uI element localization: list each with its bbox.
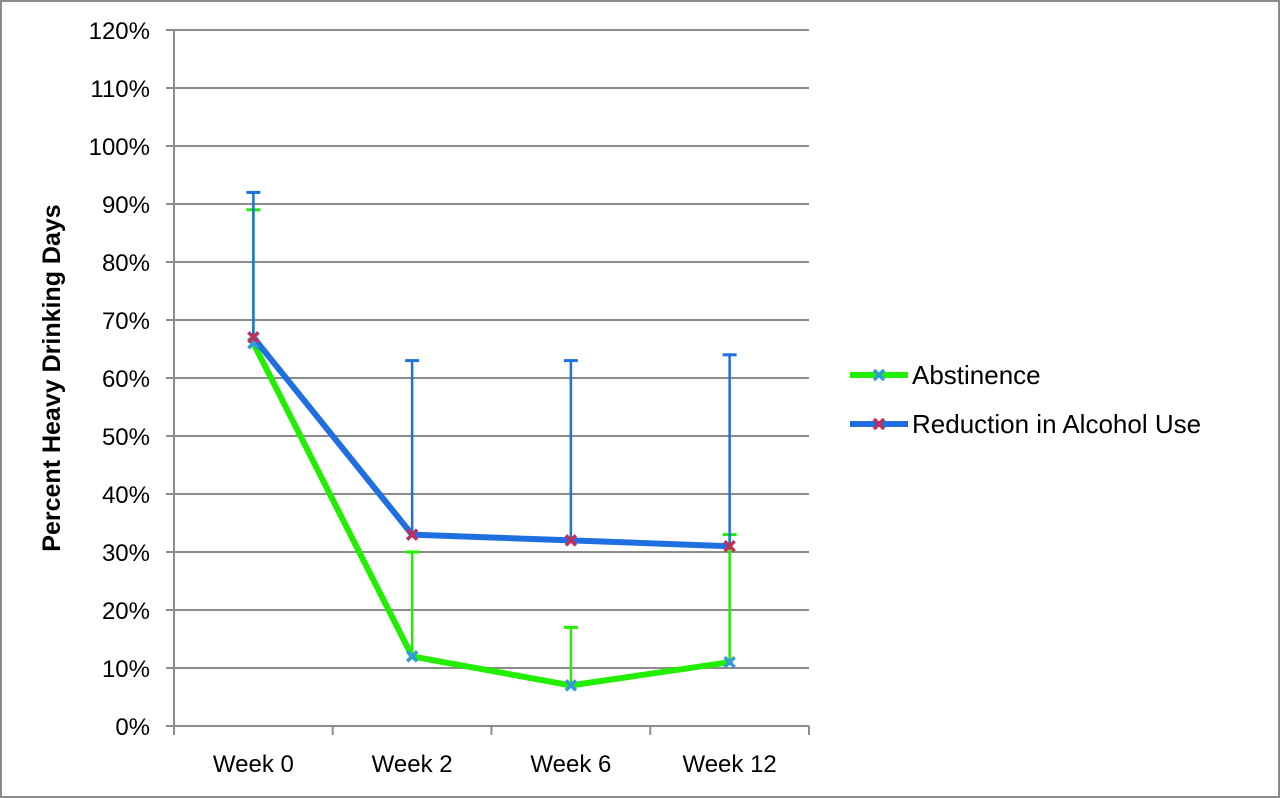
y-tick-label: 0% bbox=[115, 714, 150, 741]
y-tick-label: 20% bbox=[102, 598, 150, 625]
series-markers bbox=[247, 331, 736, 692]
legend-marker-abstinence bbox=[872, 368, 886, 382]
y-tick-label: 90% bbox=[102, 192, 150, 219]
marker-stroke bbox=[872, 417, 886, 431]
y-tick-label: 30% bbox=[102, 540, 150, 567]
x-tick-label: Week 6 bbox=[530, 751, 611, 778]
marker-stroke bbox=[564, 534, 578, 547]
y-tick-label: 50% bbox=[102, 424, 150, 451]
x-tick-label: Week 12 bbox=[682, 751, 776, 778]
series-line-abstinence bbox=[250, 340, 733, 689]
y-tick-labels: 0% 10% 20% 30% 40% 50% 60% 70% 80% 90% 100% 110% 120… bbox=[89, 18, 150, 741]
marker-stroke bbox=[564, 679, 578, 692]
y-tick-label: 80% bbox=[102, 250, 150, 277]
y-tick-label: 10% bbox=[102, 656, 150, 683]
marker-stroke bbox=[405, 528, 419, 541]
marker-stroke bbox=[723, 655, 736, 669]
series-line-reduction bbox=[250, 334, 733, 550]
marker-stroke bbox=[405, 650, 419, 663]
data-point-abstinence bbox=[405, 650, 419, 663]
marker-stroke bbox=[872, 368, 886, 382]
y-axis-label: Percent Heavy Drinking Days bbox=[38, 204, 66, 551]
data-point-abstinence bbox=[564, 679, 578, 692]
y-tick-label: 120% bbox=[89, 18, 150, 45]
data-point-abstinence bbox=[723, 655, 736, 669]
data-point-reduction bbox=[723, 539, 736, 553]
error-bars bbox=[246, 190, 737, 686]
marker-stroke bbox=[723, 539, 736, 553]
marker-stroke bbox=[247, 331, 260, 344]
y-tick-label: 40% bbox=[102, 482, 150, 509]
data-point-reduction bbox=[564, 534, 578, 547]
x-tick-label: Week 2 bbox=[372, 751, 453, 778]
y-tick-label: 70% bbox=[102, 308, 150, 335]
legend-marker-reduction bbox=[872, 417, 886, 431]
legend: Abstinence Reduction in Alcohol Use bbox=[850, 360, 1201, 439]
y-tick-label: 100% bbox=[89, 134, 150, 161]
x-tick-label: Week 0 bbox=[213, 751, 294, 778]
legend-label-reduction: Reduction in Alcohol Use bbox=[912, 409, 1201, 439]
series-lines bbox=[250, 334, 733, 689]
x-tick-labels: Week 0 Week 2 Week 6 Week 12 bbox=[213, 751, 777, 778]
data-point-reduction bbox=[247, 331, 260, 344]
legend-label-abstinence: Abstinence bbox=[912, 360, 1041, 390]
y-tick-label: 110% bbox=[90, 76, 150, 103]
axes bbox=[166, 29, 810, 735]
y-tick-label: 60% bbox=[102, 366, 150, 393]
data-point-reduction bbox=[405, 528, 419, 541]
